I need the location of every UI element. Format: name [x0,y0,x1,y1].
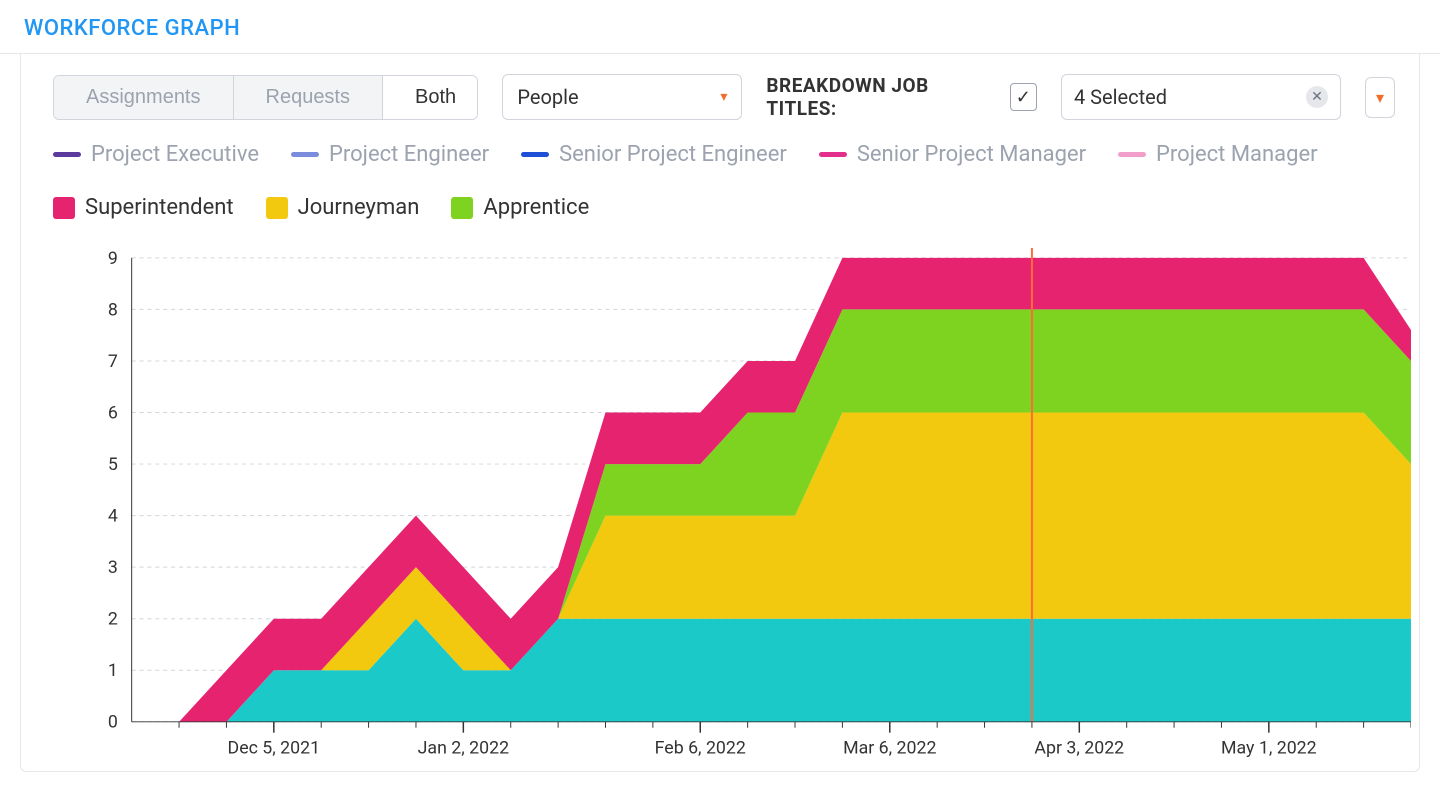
legend-label: Journeyman [298,195,420,220]
svg-text:0: 0 [108,713,118,733]
legend-swatch [291,152,319,157]
svg-text:5: 5 [108,455,118,475]
breakdown-toggle: BREAKDOWN JOB TITLES: ✓ [766,74,1037,120]
svg-text:Mar 6, 2022: Mar 6, 2022 [843,738,936,758]
legend-swatch [1118,152,1146,157]
legend-item-senior-project-engineer[interactable]: Senior Project Engineer [521,142,787,167]
legend-label: Senior Project Engineer [559,142,787,167]
svg-text:Feb 6, 2022: Feb 6, 2022 [655,738,746,758]
svg-text:7: 7 [108,352,118,372]
legend-swatch [521,152,549,157]
legend-item-superintendent[interactable]: Superintendent [53,195,234,220]
svg-text:Jan 2, 2022: Jan 2, 2022 [418,738,509,758]
svg-text:4: 4 [108,507,118,527]
legend-label: Senior Project Manager [857,142,1086,167]
breakdown-checkbox[interactable]: ✓ [1010,83,1037,111]
legend-swatch [53,197,75,219]
svg-text:6: 6 [108,403,118,423]
svg-text:9: 9 [108,249,118,269]
legend-item-project-manager[interactable]: Project Manager [1118,142,1318,167]
legend-item-senior-project-manager[interactable]: Senior Project Manager [819,142,1086,167]
page-header: WORKFORCE GRAPH [0,0,1440,54]
view-segmented: AssignmentsRequestsBoth [53,75,478,120]
segment-both[interactable]: Both [383,76,478,119]
legend-label: Superintendent [85,195,234,220]
legend-label: Project Manager [1156,142,1318,167]
svg-text:3: 3 [108,558,118,578]
segment-requests[interactable]: Requests [234,76,384,119]
legend-swatch [819,152,847,157]
legend-item-journeyman[interactable]: Journeyman [266,195,420,220]
svg-text:Dec 5, 2021: Dec 5, 2021 [228,738,321,758]
chart-container: 0 1 2 3 4 5 6 7 8 9 Dec 5, 2021 Jan 2, 2022 Feb 6, 2… [29,228,1411,771]
chevron-down-icon: ▾ [1376,88,1384,107]
breakdown-label: BREAKDOWN JOB TITLES: [766,74,997,120]
legend-label: Apprentice [483,195,589,220]
legend-item-project-executive[interactable]: Project Executive [53,142,259,167]
legend-item-project-engineer[interactable]: Project Engineer [291,142,489,167]
people-dropdown-value: People [517,85,578,109]
chart-legend: Project Executive Project Engineer Senior … [29,120,1411,228]
svg-text:2: 2 [108,610,118,630]
workforce-stacked-area-chart: 0 1 2 3 4 5 6 7 8 9 Dec 5, 2021 Jan 2, 2022 Feb 6, 2… [29,248,1411,771]
people-dropdown[interactable]: People ▾ [502,74,742,120]
segment-assignments[interactable]: Assignments [54,76,234,119]
page-title: WORKFORCE GRAPH [24,16,1416,41]
svg-text:May 1, 2022: May 1, 2022 [1221,738,1317,758]
legend-swatch [53,152,81,157]
svg-text:1: 1 [108,661,118,681]
multiselect-chevron-button[interactable]: ▾ [1365,77,1395,118]
legend-item-apprentice[interactable]: Apprentice [451,195,589,220]
multiselect-value: 4 Selected [1074,85,1306,109]
legend-swatch [451,197,473,219]
clear-icon[interactable]: ✕ [1306,86,1328,108]
job-titles-multiselect[interactable]: 4 Selected ✕ [1061,74,1341,120]
controls-row: AssignmentsRequestsBoth People ▾ BREAKDO… [29,74,1411,120]
legend-swatch [266,197,288,219]
svg-text:Apr 3, 2022: Apr 3, 2022 [1034,738,1124,758]
main-panel: AssignmentsRequestsBoth People ▾ BREAKDO… [20,54,1420,772]
svg-text:8: 8 [108,300,118,320]
legend-label: Project Engineer [329,142,489,167]
legend-label: Project Executive [91,142,259,167]
chevron-down-icon: ▾ [720,89,727,105]
